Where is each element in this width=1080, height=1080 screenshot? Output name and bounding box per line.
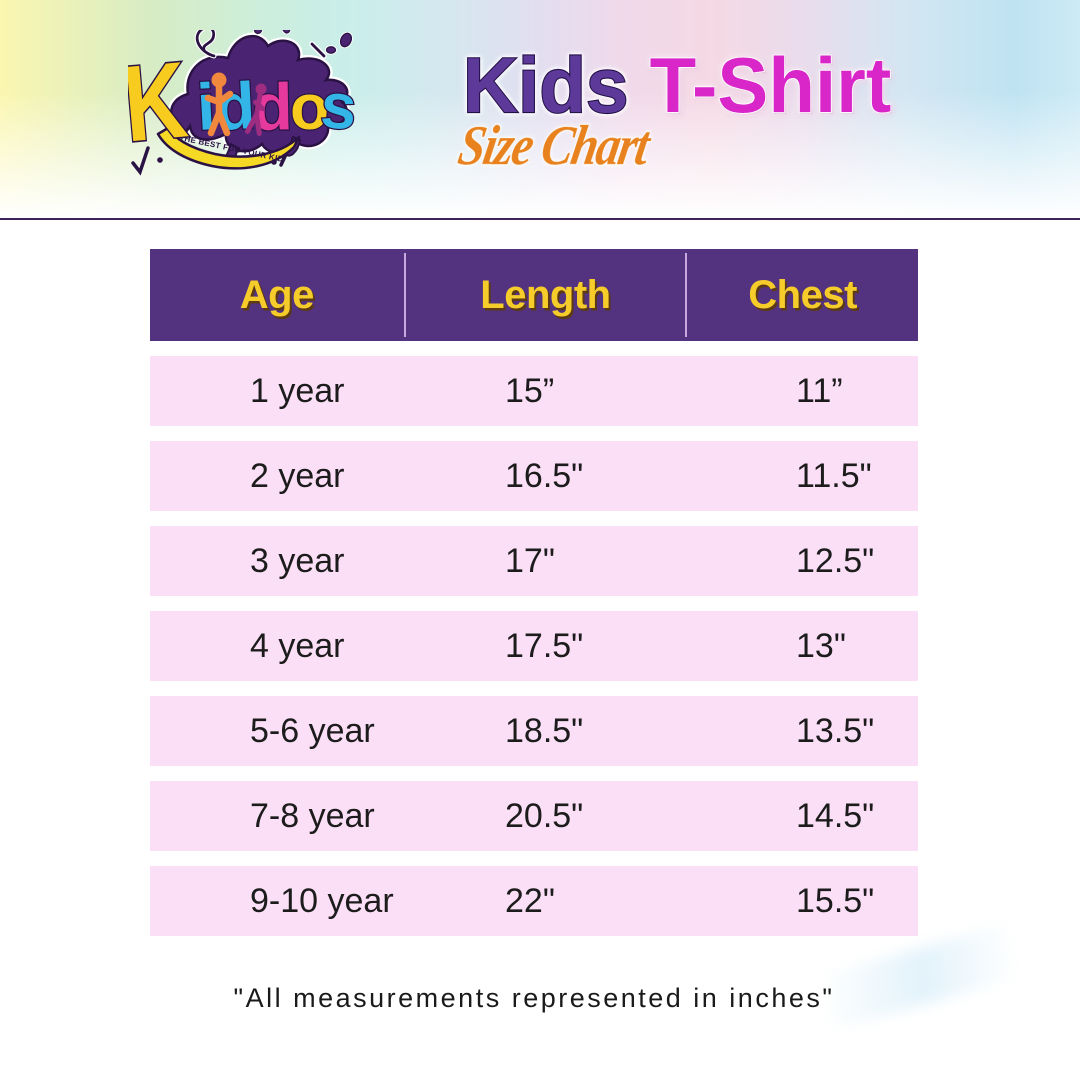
svg-text:K: K xyxy=(128,38,192,164)
svg-text:s: s xyxy=(318,69,359,143)
